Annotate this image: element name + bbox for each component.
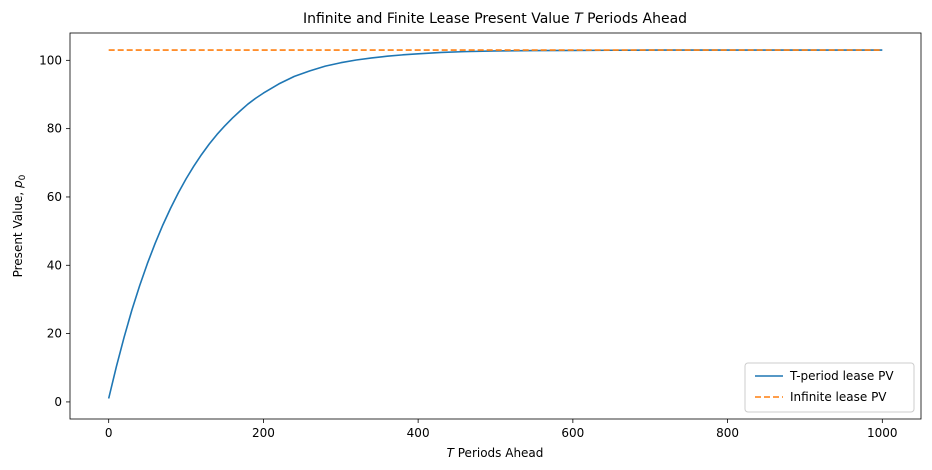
legend-label-t-period: T-period lease PV [789, 369, 894, 383]
x-tick-label: 200 [252, 426, 275, 440]
chart-title: Infinite and Finite Lease Present Value … [303, 11, 687, 27]
x-tick-label: 600 [561, 426, 584, 440]
y-tick-label: 40 [47, 258, 62, 272]
x-tick-label: 800 [716, 426, 739, 440]
y-tick-label: 60 [47, 190, 62, 204]
x-axis-ticks: 0 200 400 600 800 1000 [105, 419, 898, 440]
legend-label-infinite: Infinite lease PV [790, 390, 887, 404]
legend-box [744, 362, 915, 413]
x-tick-label: 0 [105, 426, 113, 440]
series-layer [107, 49, 883, 399]
y-axis-ticks: 0 20 40 60 80 100 [39, 53, 70, 409]
plot-area [70, 33, 921, 419]
axes-frame [69, 32, 922, 420]
y-axis-label: Present Value, p0 [11, 174, 28, 277]
x-tick-label: 1000 [867, 426, 898, 440]
legend: T-period lease PV Infinite lease PV [744, 362, 915, 413]
y-tick-label: 100 [39, 53, 62, 67]
x-tick-label: 400 [407, 426, 430, 440]
y-tick-label: 20 [47, 327, 62, 341]
y-tick-label: 80 [47, 122, 62, 136]
y-tick-label: 0 [54, 395, 62, 409]
x-axis-label: T Periods Ahead [447, 446, 544, 460]
